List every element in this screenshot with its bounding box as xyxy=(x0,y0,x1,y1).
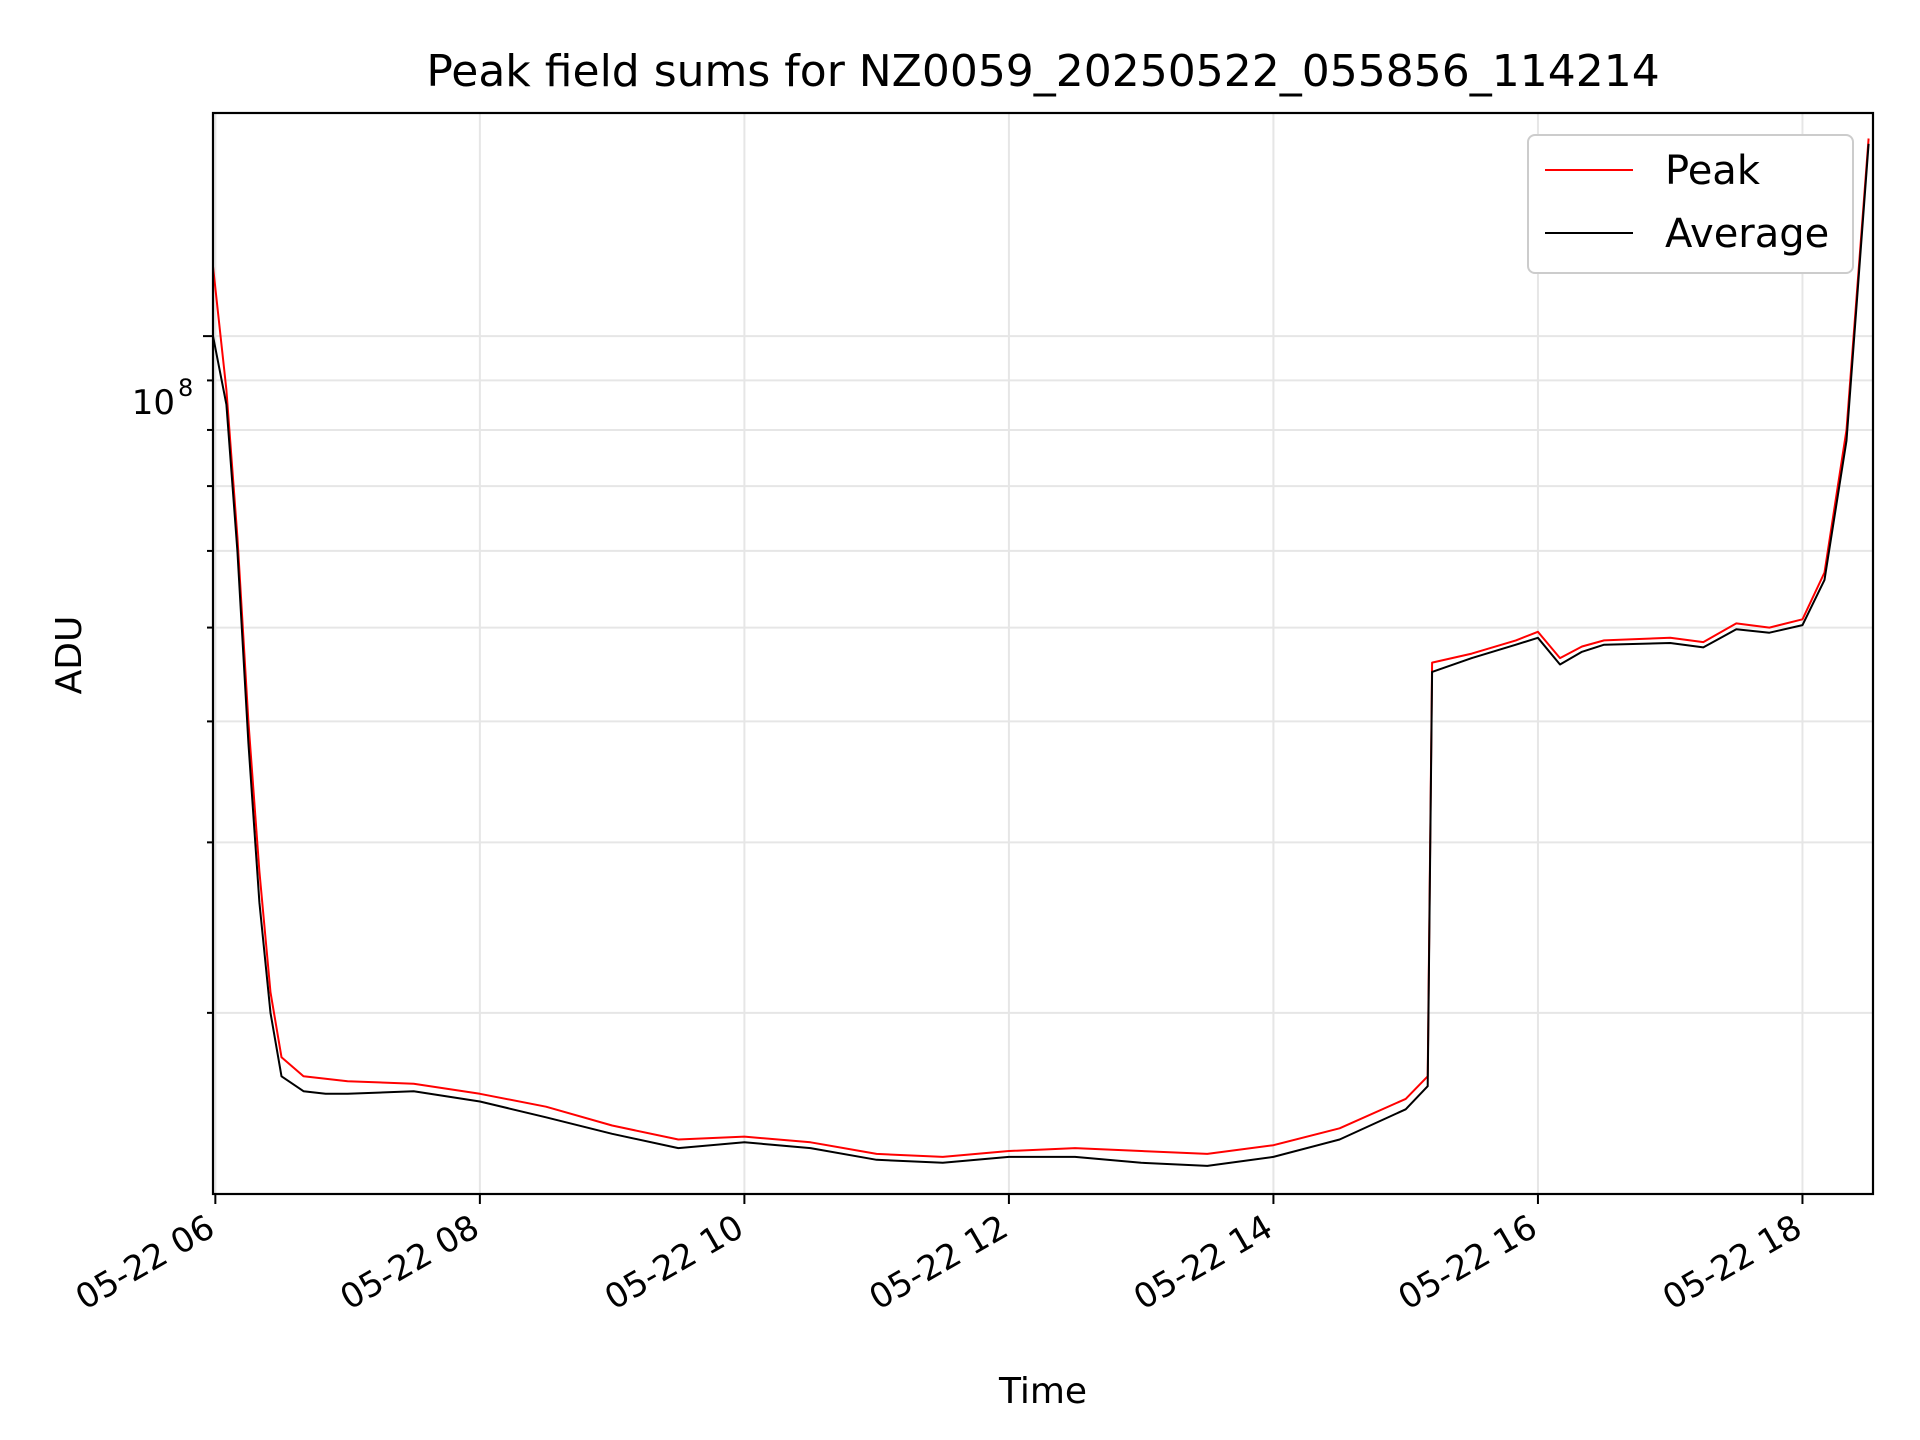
legend-label-average: Average xyxy=(1665,211,1829,257)
y-axis-label: ADU xyxy=(49,616,90,695)
series-line-average xyxy=(212,143,1870,1167)
series-line-peak xyxy=(212,138,1870,1158)
x-tick-label: 05-22 10 xyxy=(598,1207,750,1318)
x-tick-label: 05-22 12 xyxy=(863,1207,1015,1318)
legend: Peak Average xyxy=(1527,134,1854,274)
x-tick-label: 05-22 16 xyxy=(1392,1207,1544,1318)
x-tick-label: 05-22 18 xyxy=(1656,1207,1808,1318)
y-tick-base: 10 xyxy=(132,383,175,423)
plot-frame xyxy=(211,111,1875,1196)
x-axis-label: Time xyxy=(998,1371,1087,1412)
x-tick-label: 05-22 06 xyxy=(69,1207,221,1318)
series-lines xyxy=(212,138,1870,1167)
x-tick-label: 05-22 14 xyxy=(1127,1207,1279,1318)
legend-label-peak: Peak xyxy=(1665,148,1761,194)
y-tick-exponent: 8 xyxy=(178,374,193,402)
grid xyxy=(213,113,1873,1194)
axis-ticks: 05-22 06 05-22 08 05-22 10 05-22 12 05-22 14… xyxy=(69,335,1809,1318)
chart-title: Peak field sums for NZ0059_20250522_0558… xyxy=(426,46,1659,97)
x-tick-label: 05-22 08 xyxy=(334,1207,486,1318)
y-tick-label-major: 10 8 xyxy=(132,374,194,423)
